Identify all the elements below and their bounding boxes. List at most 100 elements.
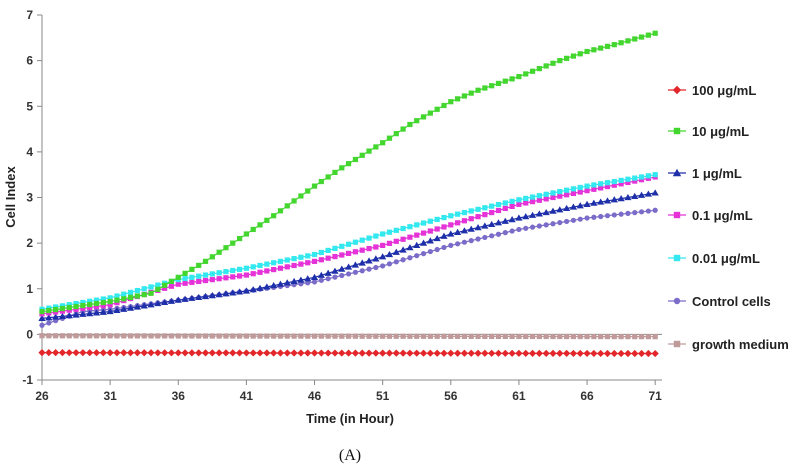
data-point (564, 333, 570, 340)
data-point (407, 121, 413, 128)
legend-item: 1 μg/mL (668, 166, 742, 181)
data-point (536, 193, 542, 199)
data-point (80, 305, 86, 311)
data-point (317, 349, 325, 357)
data-point (637, 191, 646, 198)
data-point (305, 188, 311, 194)
data-point (230, 333, 236, 339)
data-point (168, 278, 175, 284)
data-point (522, 213, 530, 220)
data-point (277, 265, 284, 271)
data-point (474, 349, 482, 357)
data-point (440, 232, 448, 239)
data-point (543, 196, 549, 202)
data-point (441, 333, 447, 339)
data-point (624, 349, 632, 358)
data-point (448, 333, 454, 339)
data-point (645, 208, 651, 214)
data-point (189, 274, 195, 280)
data-point (304, 349, 312, 357)
data-point (489, 209, 495, 216)
data-point (162, 333, 168, 339)
data-point (352, 249, 359, 255)
data-point (481, 349, 489, 357)
data-point (113, 349, 121, 357)
data-point (344, 263, 353, 270)
series-10-g-ml (39, 30, 658, 315)
data-point (45, 314, 53, 321)
data-point (625, 38, 631, 44)
legend-item: 0.1 μg/mL (668, 208, 753, 223)
data-point (502, 333, 508, 340)
data-point (339, 272, 345, 279)
data-point (264, 268, 270, 274)
data-point (652, 207, 658, 213)
data-point (58, 349, 67, 357)
series-line (41, 32, 656, 313)
data-point (126, 304, 135, 311)
data-point (257, 333, 263, 339)
data-point (46, 320, 52, 326)
data-point (332, 274, 338, 280)
data-point (454, 228, 462, 236)
data-point (523, 225, 529, 231)
y-tick-label: 0 (26, 327, 33, 341)
data-point (482, 234, 488, 241)
data-point (516, 226, 522, 233)
data-point (522, 349, 530, 357)
data-point (407, 234, 413, 240)
data-point (284, 257, 290, 263)
data-point (598, 213, 604, 220)
data-point (379, 349, 387, 357)
data-point (134, 287, 140, 294)
data-point (325, 174, 331, 180)
data-point (250, 264, 256, 270)
data-point (455, 96, 461, 102)
data-point (352, 333, 359, 339)
data-point (87, 301, 93, 308)
data-point (366, 235, 372, 241)
data-point (617, 195, 625, 202)
legend-label: 10 μg/mL (692, 124, 749, 139)
x-tick-label: 66 (580, 389, 594, 403)
data-point (583, 349, 591, 358)
data-point (591, 47, 597, 53)
data-point (611, 182, 617, 188)
data-point (175, 333, 181, 339)
data-point (107, 298, 113, 305)
data-point (352, 269, 359, 275)
legend-item: Control cells (668, 294, 771, 309)
data-point (455, 241, 461, 247)
data-point (182, 333, 188, 339)
data-point (66, 333, 72, 339)
data-point (318, 333, 324, 339)
data-point (516, 73, 522, 80)
data-point (352, 239, 359, 245)
data-point (305, 333, 311, 339)
data-point (461, 218, 468, 224)
data-point (305, 280, 311, 286)
data-point (45, 349, 53, 357)
data-point (113, 306, 121, 314)
data-point (434, 216, 440, 222)
data-point (284, 264, 290, 270)
data-point (550, 60, 556, 66)
data-point (344, 349, 353, 357)
data-point (563, 204, 571, 212)
y-axis-title: Cell Index (3, 166, 18, 228)
data-point (209, 271, 215, 277)
data-point (93, 333, 100, 339)
data-point (243, 272, 249, 278)
data-point (365, 257, 373, 264)
data-point (229, 349, 237, 357)
data-point (475, 87, 481, 93)
data-point (631, 192, 639, 199)
data-point (99, 349, 107, 357)
data-point (392, 349, 400, 357)
data-point (557, 188, 563, 195)
data-point (324, 349, 332, 357)
legend-label: 1 μg/mL (692, 166, 742, 181)
data-point (236, 266, 243, 272)
data-point (167, 349, 176, 357)
